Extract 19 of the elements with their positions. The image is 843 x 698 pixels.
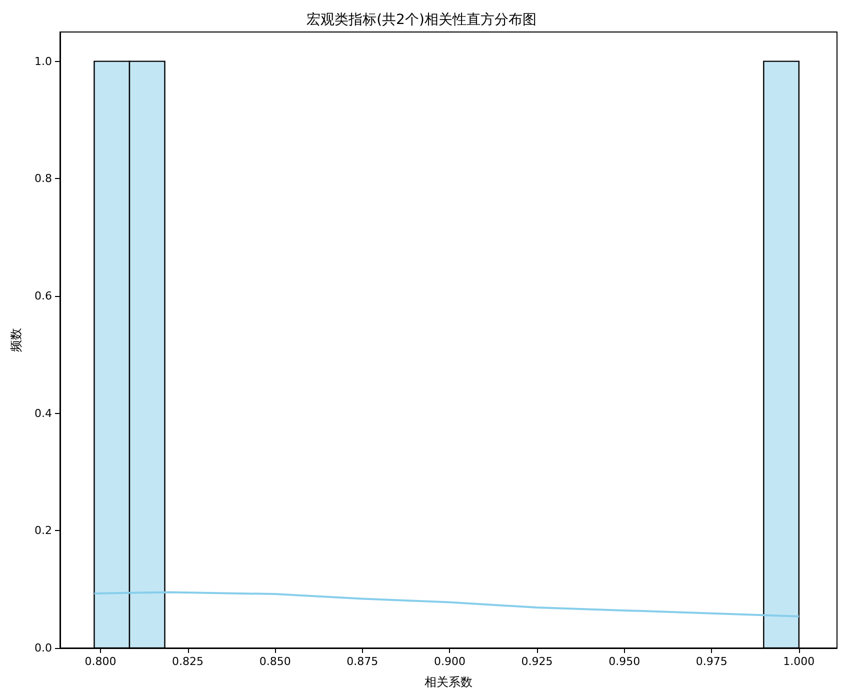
line-series — [93, 591, 800, 618]
x-tick-label: 0.825 — [172, 655, 204, 668]
x-tick-label: 0.925 — [521, 655, 553, 668]
y-tick-label: 0.8 — [34, 172, 52, 186]
chart-title: 宏观类指标(共2个)相关性直方分布图 — [306, 12, 536, 28]
y-axis-title: 频数 — [9, 328, 23, 352]
x-tick-label: 0.800 — [84, 655, 116, 668]
y-tick-label: 1.0 — [34, 54, 52, 68]
y-tick-label: 0.2 — [34, 524, 52, 538]
x-tick-label: 0.875 — [346, 655, 378, 668]
x-tick-label: 0.900 — [434, 655, 466, 668]
y-tick-label: 0.6 — [34, 290, 52, 302]
y-tick-label: 0.4 — [34, 406, 52, 420]
x-tick-label: 0.950 — [608, 655, 640, 668]
x-tick-label: 0.850 — [259, 655, 291, 668]
x-tick-label: 1.000 — [783, 655, 815, 668]
x-tick-label: 0.975 — [696, 655, 728, 668]
y-tick-label: 0.0 — [34, 642, 52, 654]
x-axis-title: 相关系数 — [424, 675, 472, 689]
